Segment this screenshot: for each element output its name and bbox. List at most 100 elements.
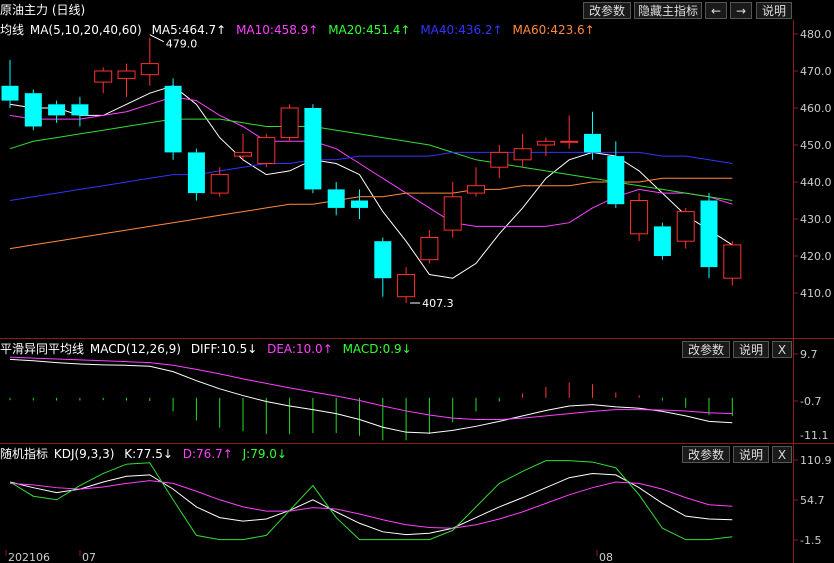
kdj-help-button[interactable]: 说明: [733, 446, 769, 463]
x-date-label: 202106: [8, 551, 50, 563]
down-candle: [24, 89, 42, 131]
candle-body: [630, 200, 649, 235]
up-candle: [420, 230, 439, 264]
up-candle: [280, 104, 299, 142]
macd-change-params-button[interactable]: 改参数: [682, 341, 730, 358]
candle-body: [117, 70, 136, 79]
candle-body: [187, 152, 205, 194]
candle-body: [24, 93, 42, 127]
panel-divider: [0, 443, 834, 444]
down-candle: [48, 100, 66, 123]
d-value: D:76.7↑: [182, 447, 233, 461]
macd-params: MACD(12,26,9): [89, 342, 181, 356]
up-candle: [117, 63, 136, 97]
y-tick-label: 480.0: [800, 28, 832, 41]
y-tick-label: 460.0: [800, 102, 832, 115]
up-candle: [513, 133, 532, 168]
ma-params: MA(5,10,20,40,60): [29, 23, 142, 37]
candle-body: [210, 174, 229, 194]
down-candle: [351, 189, 368, 219]
dea-value: DEA:10.0↑: [267, 342, 333, 356]
down-candle: [607, 141, 625, 208]
up-candle: [676, 207, 695, 249]
candle-body: [304, 108, 322, 190]
kdj-name: 随机指标: [0, 447, 49, 461]
up-candle: [210, 167, 229, 197]
ma40-value: MA40:436.2↑: [420, 23, 503, 37]
y-tick-label: 430.0: [800, 213, 832, 226]
x-date-label: 07: [82, 551, 96, 563]
candle-body: [560, 140, 579, 143]
up-candle: [234, 133, 252, 160]
candle-body: [723, 244, 742, 279]
candle-body: [374, 241, 392, 279]
y-tick-label: 9.7: [800, 348, 818, 361]
down-candle: [304, 104, 322, 194]
macd-name: 平滑异同平均线: [0, 342, 85, 356]
y-tick-label: 450.0: [800, 139, 832, 152]
change-params-button[interactable]: 改参数: [583, 2, 631, 19]
ma-line-ma5: [9, 85, 733, 279]
down-candle: [653, 222, 671, 260]
j-value: J:79.0↓: [242, 447, 287, 461]
down-candle: [700, 193, 718, 279]
j-line: [9, 460, 733, 541]
instrument-title: 原油主力 (日线): [0, 3, 86, 17]
hide-main-indicator-button[interactable]: 隐藏主指标: [634, 2, 702, 19]
kdj-params: KDJ(9,3,3): [53, 447, 115, 461]
candle-body: [443, 196, 462, 231]
macd-help-button[interactable]: 说明: [733, 341, 769, 358]
up-candle: [723, 241, 742, 286]
candle-body: [1, 85, 19, 101]
ma5-value: MA5:464.7↑: [151, 23, 227, 37]
down-candle: [584, 111, 601, 160]
candle-body: [653, 226, 671, 256]
candle-body: [584, 133, 601, 153]
arrow-right-button[interactable]: →: [730, 2, 752, 19]
candle-body: [48, 104, 66, 116]
kdj-close-button[interactable]: X: [772, 446, 792, 463]
kdj-chart[interactable]: 110.9 54.7 -1.5 202106 07 08: [0, 444, 834, 563]
down-candle: [327, 182, 345, 216]
y-tick-label: 110.9: [800, 454, 832, 467]
macd-chart[interactable]: 9.7 -0.7 -11.1: [0, 339, 834, 443]
low-price-label: 407.3: [422, 297, 454, 310]
candle-body: [467, 185, 485, 194]
help-button[interactable]: 说明: [756, 2, 792, 19]
diff-line: [9, 358, 733, 434]
main-panel: 原油主力 (日线) 改参数 隐藏主指标 ← → 说明 均线 MA(5,10,20…: [0, 0, 834, 338]
candle-body: [536, 140, 555, 146]
down-candle: [1, 59, 19, 108]
kdj-change-params-button[interactable]: 改参数: [682, 446, 730, 463]
candle-body: [280, 107, 299, 139]
down-candle: [71, 96, 89, 127]
kdj-legend: 随机指标 KDJ(9,3,3) K:77.5↓ D:76.7↑ J:79.0↓: [0, 444, 834, 464]
k-line: [9, 472, 733, 536]
candle-body: [234, 151, 252, 157]
k-value: K:77.5↓: [124, 447, 173, 461]
dea-line: [9, 356, 733, 421]
high-marker-line: [149, 34, 165, 43]
candle-body: [420, 237, 439, 261]
candlestick-chart[interactable]: 480.0 470.0 460.0 450.0 440.0 430.0 420.0 410.0…: [0, 0, 834, 338]
panel-divider: [0, 338, 834, 339]
candle-body: [351, 200, 368, 208]
diff-value: DIFF:10.5↓: [190, 342, 258, 356]
down-candle: [187, 148, 205, 201]
kdj-panel: 随机指标 KDJ(9,3,3) K:77.5↓ D:76.7↑ J:79.0↓ …: [0, 444, 834, 563]
y-tick-label: 54.7: [800, 494, 825, 507]
y-tick-label: -1.5: [800, 534, 821, 547]
x-date-label: 08: [599, 551, 613, 563]
macd-close-button[interactable]: X: [772, 341, 792, 358]
y-tick-label: 470.0: [800, 65, 832, 78]
candle-body: [164, 85, 182, 153]
y-tick-label: 410.0: [800, 287, 832, 300]
arrow-left-button[interactable]: ←: [705, 2, 727, 19]
up-candle: [443, 182, 462, 238]
macd-legend: 平滑异同平均线 MACD(12,26,9) DIFF:10.5↓ DEA:10.…: [0, 339, 834, 359]
y-tick-label: 440.0: [800, 176, 832, 189]
down-candle: [164, 78, 182, 160]
macd-value: MACD:0.9↓: [342, 342, 412, 356]
candle-body: [71, 104, 89, 116]
candle-body: [327, 189, 345, 208]
